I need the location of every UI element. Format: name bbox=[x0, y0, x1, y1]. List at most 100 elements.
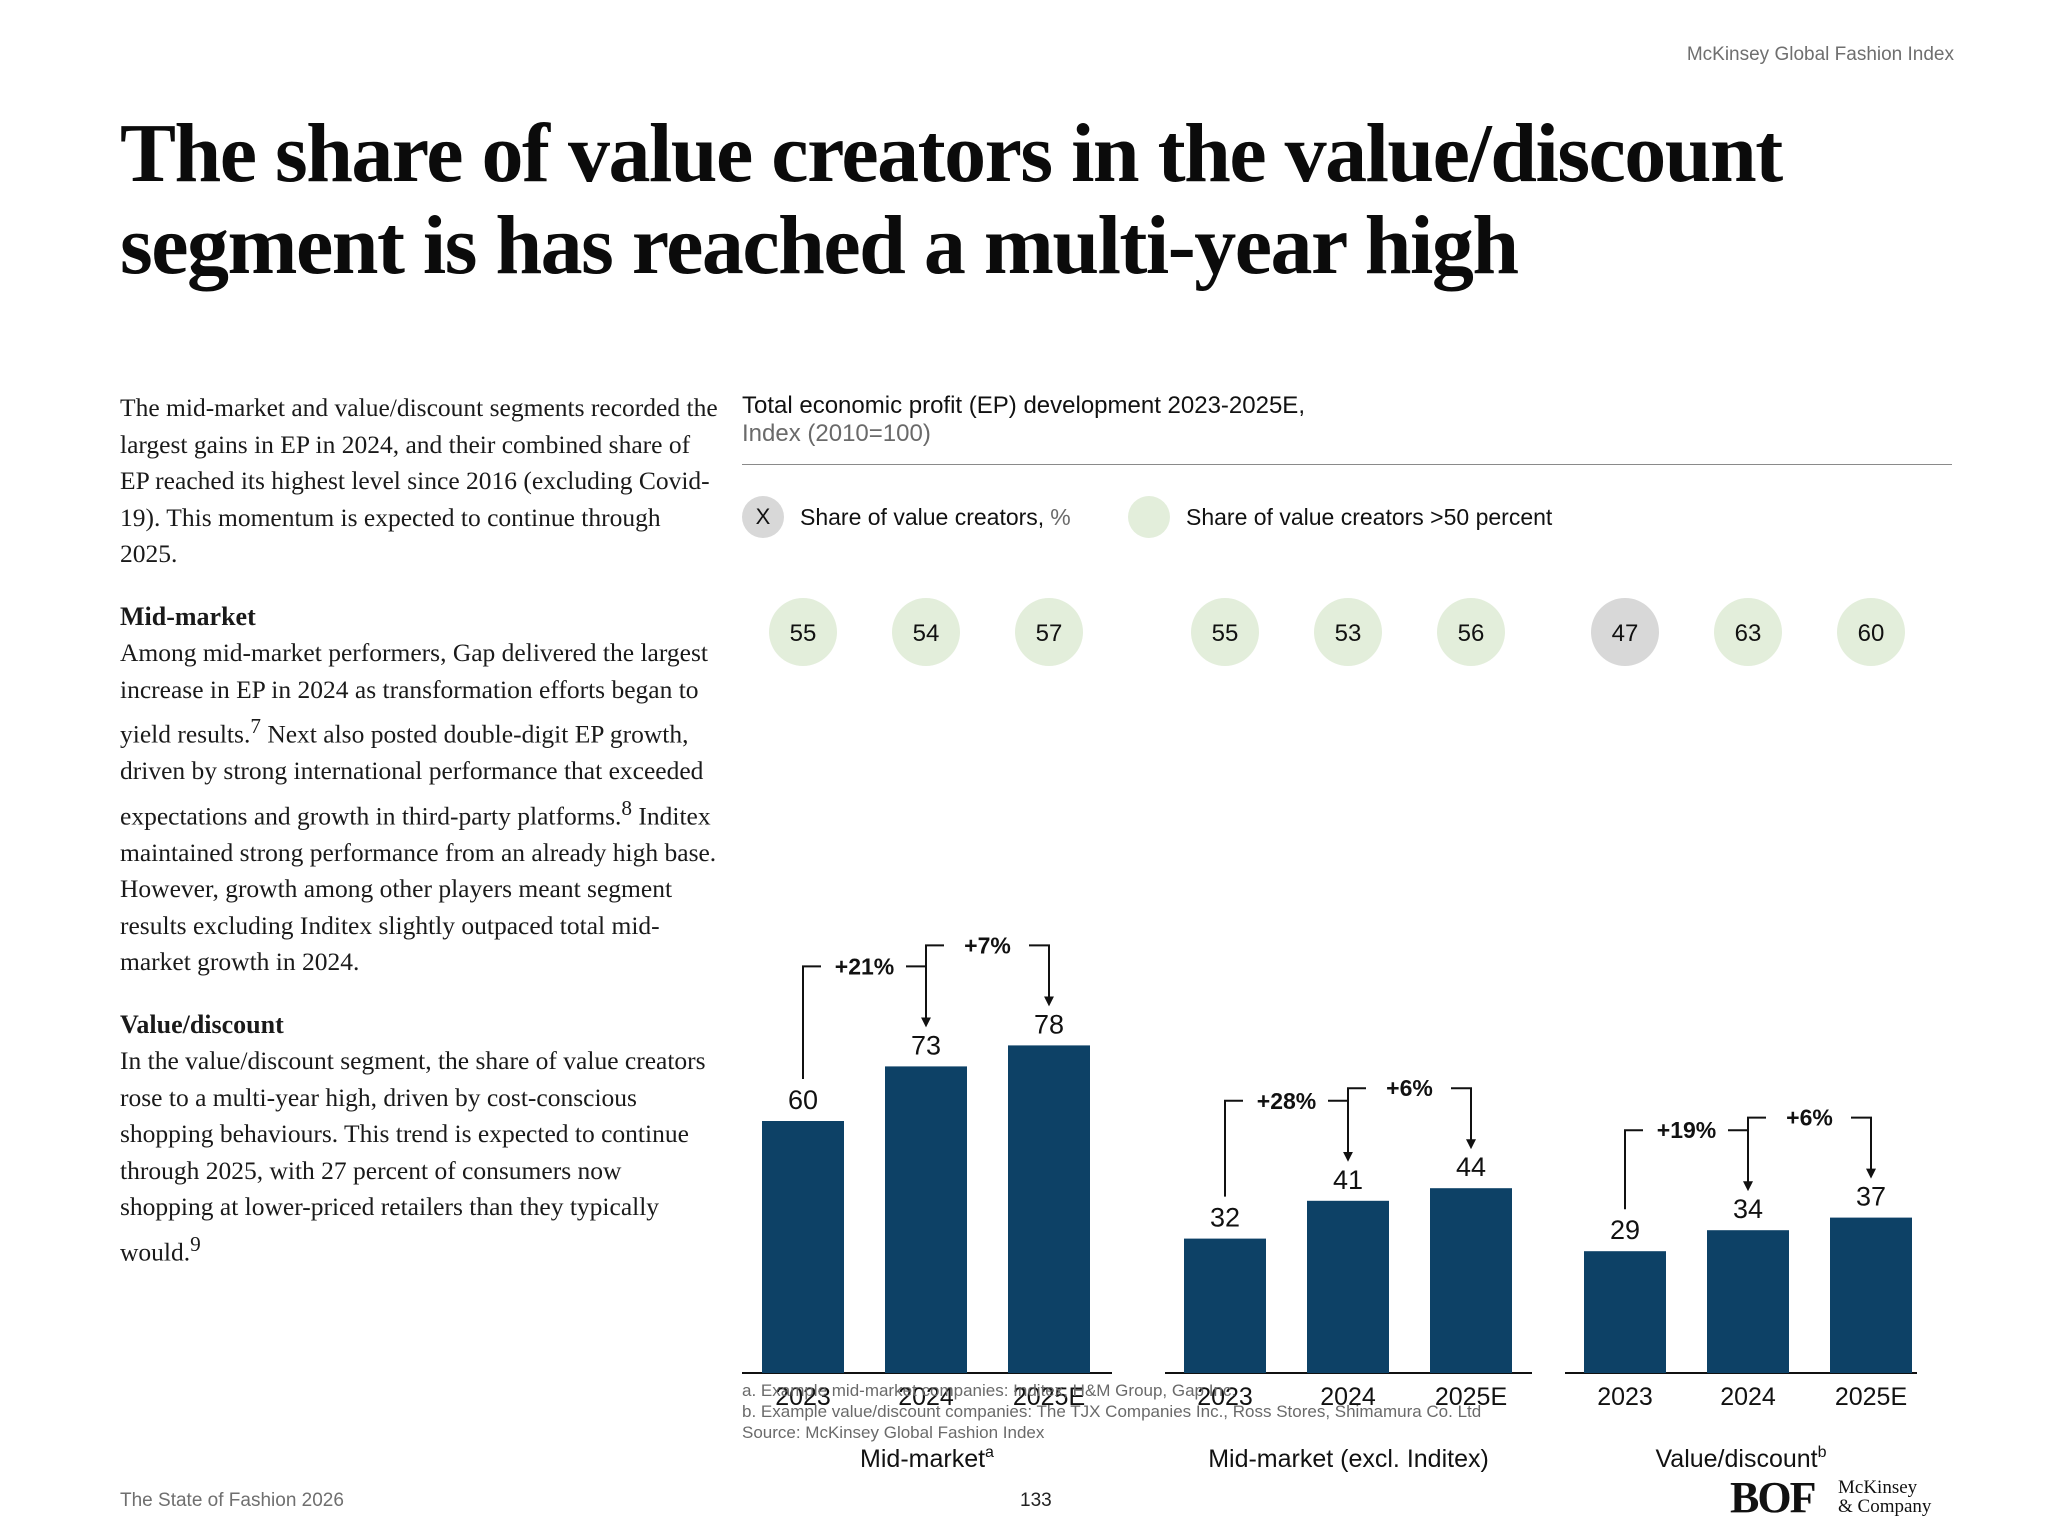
share-value-label: 63 bbox=[1735, 620, 1762, 647]
share-value-label: 53 bbox=[1335, 620, 1362, 647]
share-value-label: 60 bbox=[1858, 620, 1885, 647]
change-bracket-left bbox=[1224, 1099, 1243, 1197]
share-circle bbox=[892, 598, 960, 666]
x-tick-label: 2024 bbox=[898, 1383, 954, 1411]
share-value-label: 57 bbox=[1036, 620, 1063, 647]
footnote-a: a. Example mid-market companies: Inditex… bbox=[742, 1381, 1237, 1400]
change-bracket-right bbox=[1029, 944, 1054, 1007]
bar bbox=[1008, 1045, 1090, 1373]
intro-paragraph: The mid-market and value/discount segmen… bbox=[120, 393, 718, 568]
change-label: +28% bbox=[1257, 1088, 1316, 1114]
x-tick-label: 2024 bbox=[1720, 1383, 1776, 1411]
group-label: Mid-market (excl. Inditex) bbox=[1208, 1445, 1489, 1473]
share-circle bbox=[1015, 598, 1083, 666]
x-tick-label: 2025E bbox=[1435, 1383, 1507, 1411]
header-source-label: McKinsey Global Fashion Index bbox=[1686, 44, 1954, 65]
bar-value-label: 32 bbox=[1210, 1203, 1240, 1233]
change-label: +21% bbox=[835, 953, 894, 979]
legend-item-share: X Share of value creators, % bbox=[742, 496, 1071, 538]
group-label-superscript: b bbox=[1818, 1444, 1827, 1461]
mid-market-text-b: Next also posted double-digit EP growth,… bbox=[120, 719, 704, 831]
legend-item-over-50: Share of value creators >50 percent bbox=[1128, 496, 1552, 538]
change-label: +19% bbox=[1657, 1117, 1716, 1143]
share-circle bbox=[1314, 598, 1382, 666]
change-bracket-left bbox=[1347, 1087, 1366, 1159]
x-tick-label: 2025E bbox=[1835, 1383, 1907, 1411]
group-label: Mid-marketa bbox=[860, 1444, 994, 1473]
share-value-label: 56 bbox=[1458, 620, 1485, 647]
legend-label-over-50: Share of value creators >50 percent bbox=[1186, 503, 1553, 530]
bar bbox=[1830, 1217, 1912, 1373]
footer-publication: The State of Fashion 2026 bbox=[120, 1490, 344, 1511]
bar-value-label: 78 bbox=[1034, 1009, 1064, 1039]
footer-page-number: 133 bbox=[1020, 1490, 1052, 1511]
change-label: +7% bbox=[964, 932, 1011, 958]
share-circle bbox=[1591, 598, 1659, 666]
bar-value-label: 29 bbox=[1610, 1215, 1640, 1245]
section-heading-value-discount: Value/discount bbox=[120, 1009, 284, 1039]
footnote-ref-7: 7 bbox=[250, 714, 261, 738]
bar bbox=[1184, 1238, 1266, 1373]
title-line-2: segment is has reached a multi-year high bbox=[120, 199, 1519, 292]
share-circle bbox=[1437, 598, 1505, 666]
legend-label-share: Share of value creators, bbox=[800, 503, 1045, 530]
chart-legend: X Share of value creators, % Share of va… bbox=[742, 496, 1954, 540]
mid-market-text-c: Inditex maintained strong performance fr… bbox=[120, 801, 717, 976]
chart-subtitle: Index (2010=100) bbox=[742, 420, 931, 447]
chart-title: Total economic profit (EP) development 2… bbox=[742, 392, 1305, 419]
change-label: +6% bbox=[1386, 1075, 1433, 1101]
bar bbox=[1584, 1251, 1666, 1373]
value-discount-paragraph: In the value/discount segment, the share… bbox=[120, 1043, 720, 1271]
share-circle bbox=[1837, 598, 1905, 666]
x-tick-label: 2024 bbox=[1320, 1383, 1376, 1411]
bof-logo: BOF bbox=[1730, 1473, 1816, 1522]
bar-value-label: 34 bbox=[1733, 1194, 1763, 1224]
share-value-label: 55 bbox=[1212, 620, 1239, 647]
body-text: The mid-market and value/discount segmen… bbox=[120, 390, 720, 1297]
footnote-ref-8: 8 bbox=[621, 795, 632, 820]
mid-market-paragraph: Among mid-market performers, Gap deliver… bbox=[120, 635, 720, 981]
share-circle bbox=[1191, 598, 1259, 666]
share-value-label: 47 bbox=[1612, 620, 1639, 647]
bar bbox=[762, 1121, 844, 1373]
section-heading-mid-market: Mid-market bbox=[120, 601, 256, 631]
legend-label-unit: % bbox=[1050, 503, 1071, 530]
change-bracket-left bbox=[802, 965, 821, 1079]
bar-value-label: 73 bbox=[911, 1030, 941, 1060]
footnote-ref-9: 9 bbox=[190, 1231, 201, 1256]
mid-market-text-a: Among mid-market performers, Gap deliver… bbox=[120, 638, 708, 749]
mckinsey-logo-line2: & Company bbox=[1838, 1496, 1932, 1517]
title-line-1: The share of value creators in the value… bbox=[120, 107, 1783, 200]
bar bbox=[1307, 1200, 1389, 1373]
chart-title-divider bbox=[742, 464, 1952, 465]
bar-value-label: 41 bbox=[1333, 1165, 1363, 1195]
share-value-label: 55 bbox=[790, 620, 817, 647]
legend-marker-green bbox=[1128, 496, 1170, 538]
chart-area: Total economic profit (EP) development 2… bbox=[742, 392, 1954, 1473]
change-bracket-right bbox=[1328, 1099, 1353, 1162]
bar bbox=[885, 1066, 967, 1373]
page-title: The share of value creators in the value… bbox=[120, 108, 1940, 292]
bar bbox=[1430, 1188, 1512, 1373]
x-tick-label: 2023 bbox=[1597, 1383, 1653, 1411]
change-bracket-left bbox=[925, 944, 944, 1025]
mckinsey-logo: McKinsey & Company bbox=[1838, 1478, 1931, 1516]
footnote-b: b. Example value/discount companies: The… bbox=[742, 1402, 1482, 1421]
change-bracket-right bbox=[1851, 1116, 1876, 1179]
group-label-superscript: a bbox=[985, 1444, 994, 1461]
bar-value-label: 44 bbox=[1456, 1152, 1486, 1182]
bar bbox=[1707, 1230, 1789, 1373]
bar-value-label: 37 bbox=[1856, 1182, 1886, 1212]
change-bracket-right bbox=[906, 965, 931, 1028]
legend-marker-grey: X bbox=[742, 496, 784, 538]
group-label: Value/discountb bbox=[1655, 1444, 1826, 1473]
change-bracket-left bbox=[1624, 1129, 1643, 1210]
change-bracket-right bbox=[1728, 1129, 1753, 1192]
share-circle bbox=[769, 598, 837, 666]
share-circle bbox=[1714, 598, 1782, 666]
change-bracket-right bbox=[1451, 1087, 1476, 1150]
chart-footnotes: a. Example mid-market companies: Inditex… bbox=[742, 1380, 1842, 1443]
change-bracket-left bbox=[1747, 1116, 1766, 1189]
value-discount-text: In the value/discount segment, the share… bbox=[120, 1046, 706, 1266]
x-tick-label: 2023 bbox=[1197, 1383, 1253, 1411]
